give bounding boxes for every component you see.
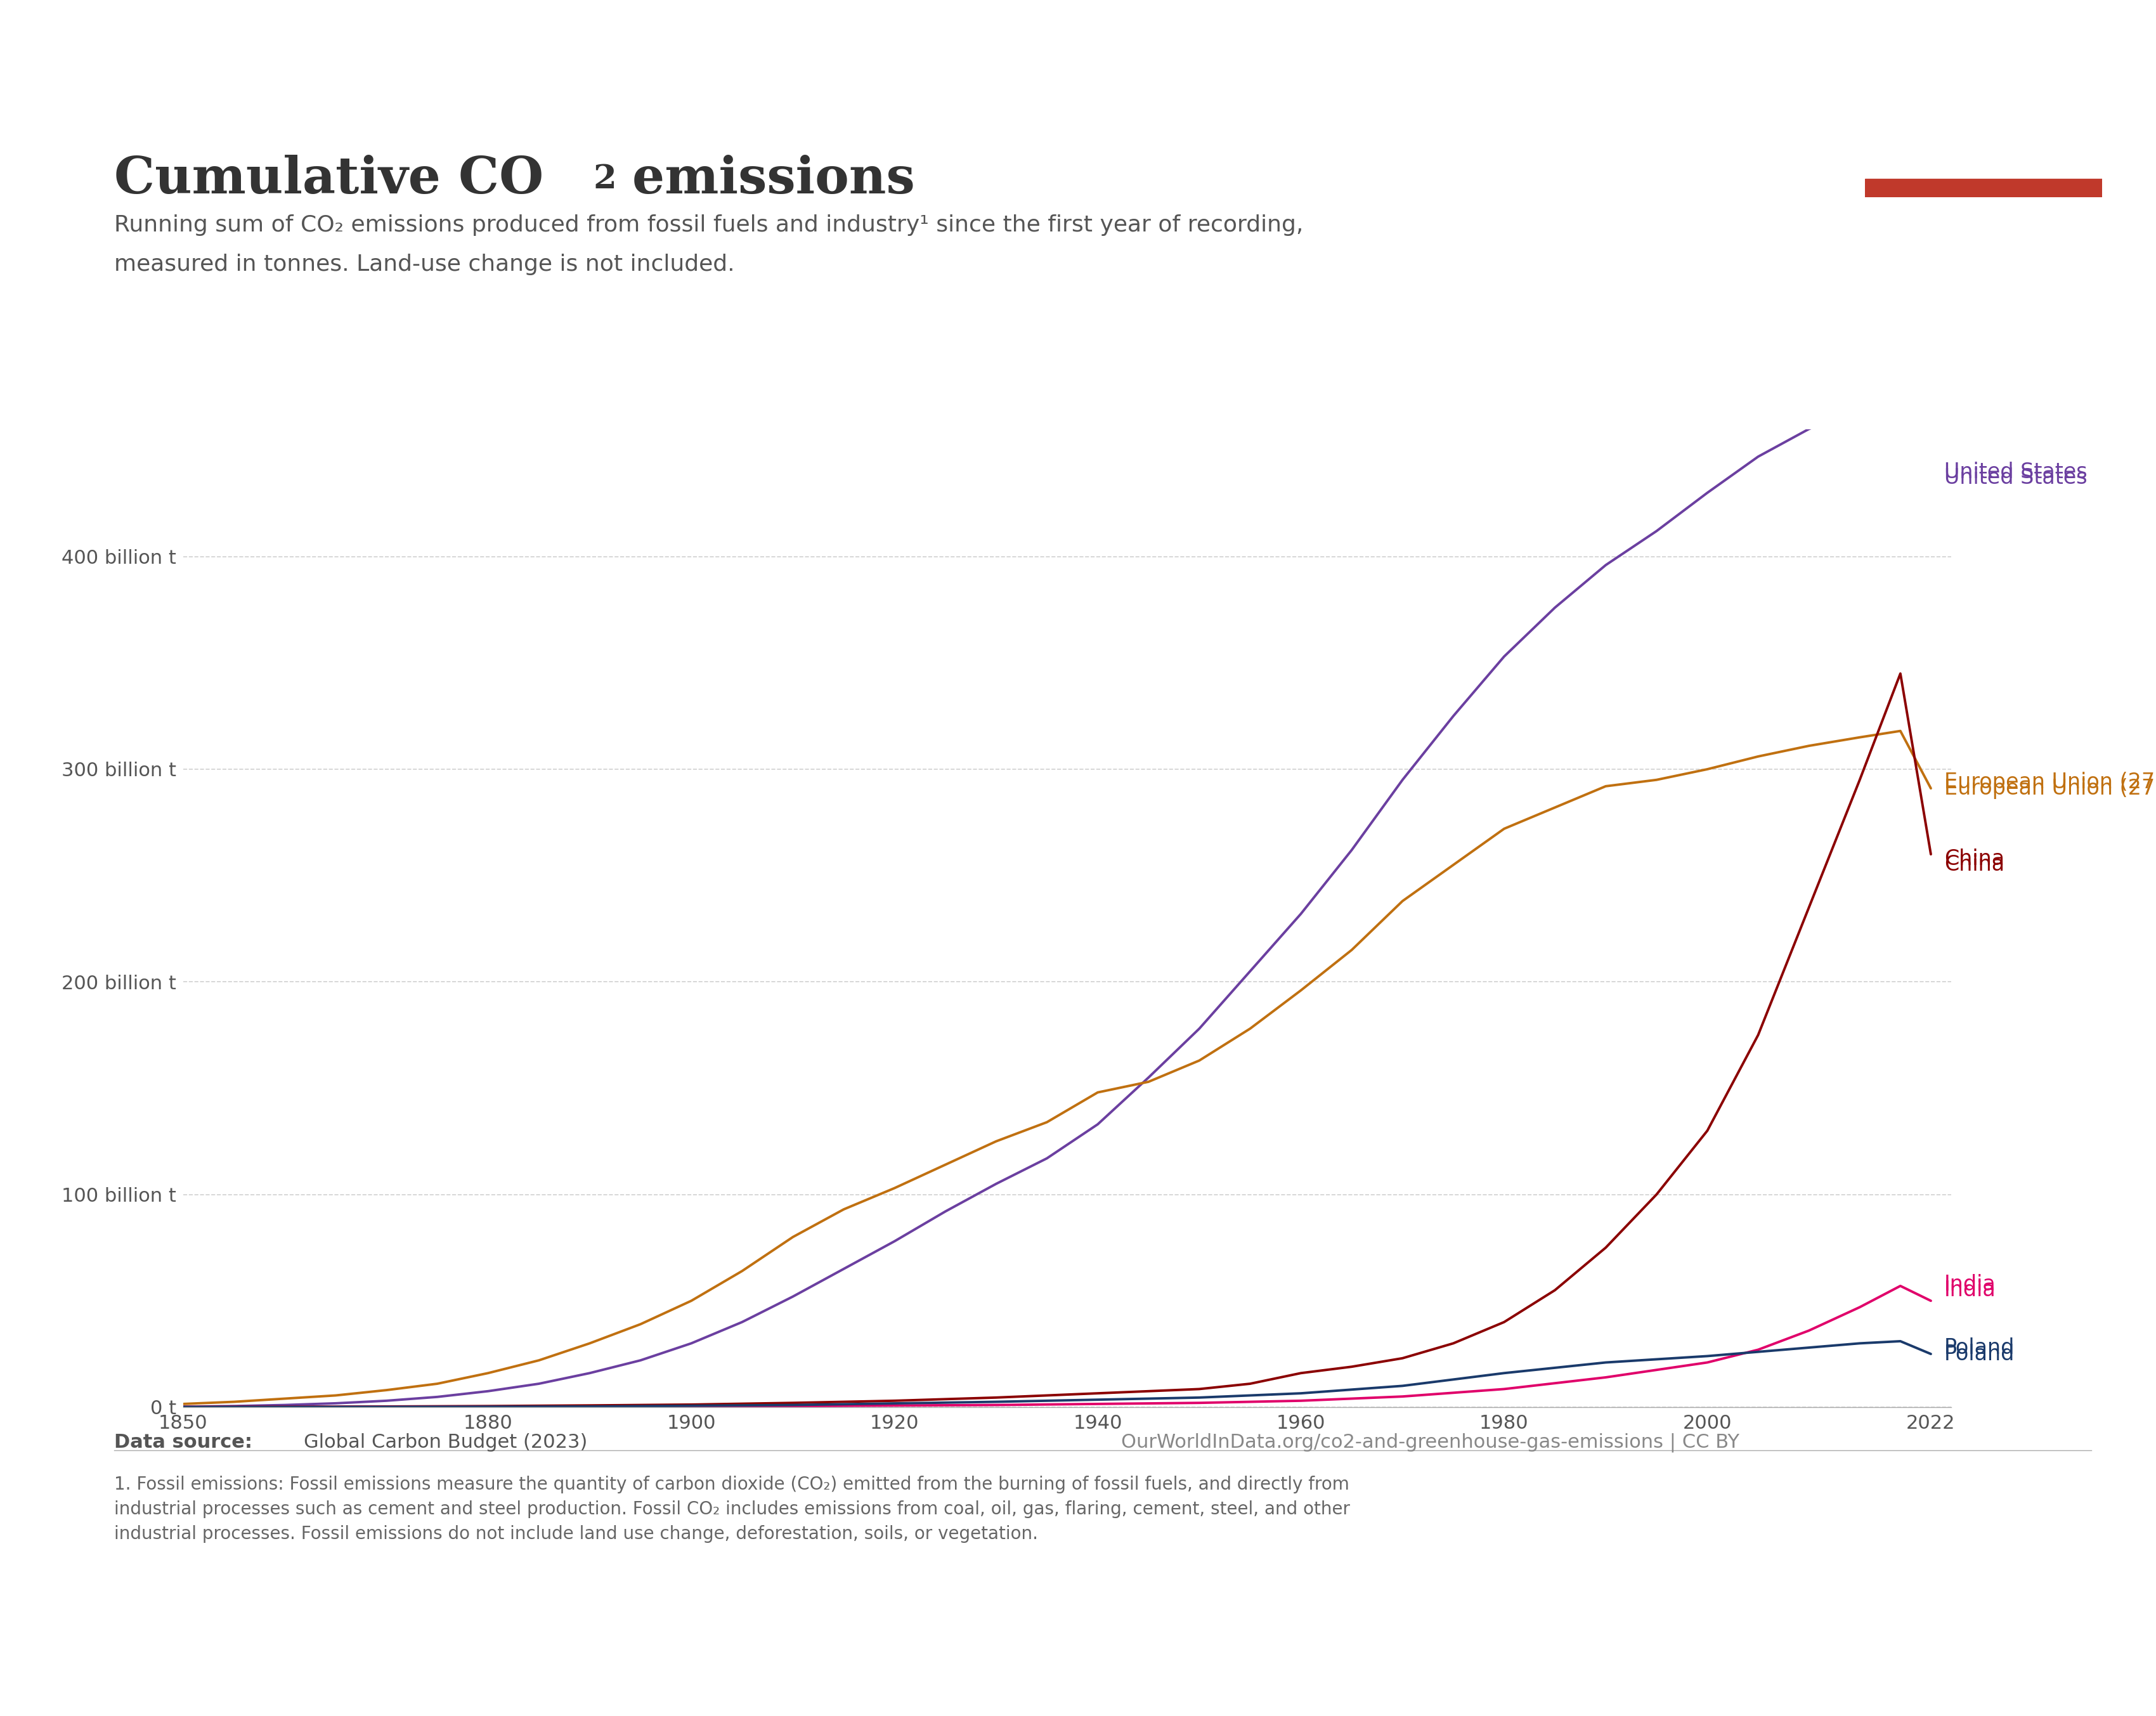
Text: Poland: Poland bbox=[1945, 1337, 2014, 1359]
Text: Poland: Poland bbox=[1945, 1344, 2014, 1364]
Text: China: China bbox=[1945, 855, 2005, 875]
Text: European Union (27): European Union (27) bbox=[1945, 772, 2156, 793]
Text: 2: 2 bbox=[593, 163, 617, 196]
Text: emissions: emissions bbox=[614, 154, 914, 204]
Text: India: India bbox=[1945, 1273, 1996, 1294]
Text: China: China bbox=[1945, 848, 2005, 870]
Text: Our World: Our World bbox=[1938, 89, 2029, 105]
Text: India: India bbox=[1945, 1280, 1996, 1301]
Text: measured in tonnes. Land-use change is not included.: measured in tonnes. Land-use change is n… bbox=[114, 254, 735, 276]
Text: European Union (27): European Union (27) bbox=[1945, 777, 2156, 800]
Text: Running sum of CO₂ emissions produced from fossil fuels and industry¹ since the : Running sum of CO₂ emissions produced fr… bbox=[114, 214, 1304, 237]
Bar bbox=[1865, 178, 2102, 197]
Text: United States: United States bbox=[1945, 462, 2087, 482]
Text: 1. Fossil emissions: Fossil emissions measure the quantity of carbon dioxide (CO: 1. Fossil emissions: Fossil emissions me… bbox=[114, 1476, 1350, 1543]
Text: in Data: in Data bbox=[1951, 136, 2016, 151]
Text: United States: United States bbox=[1945, 467, 2087, 489]
Text: Global Carbon Budget (2023): Global Carbon Budget (2023) bbox=[304, 1433, 589, 1452]
Text: Cumulative CO: Cumulative CO bbox=[114, 154, 543, 204]
Text: Data source:: Data source: bbox=[114, 1433, 259, 1452]
Text: OurWorldInData.org/co2-and-greenhouse-gas-emissions | CC BY: OurWorldInData.org/co2-and-greenhouse-ga… bbox=[1121, 1433, 1740, 1452]
